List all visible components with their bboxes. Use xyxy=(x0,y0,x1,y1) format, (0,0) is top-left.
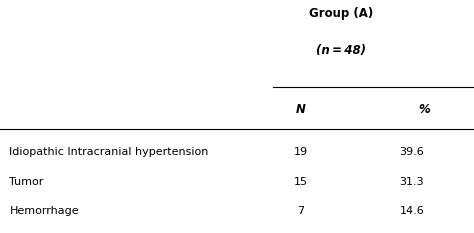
Text: 7: 7 xyxy=(297,206,305,216)
Text: N: N xyxy=(296,103,306,116)
Text: 15: 15 xyxy=(294,177,308,187)
Text: Idiopathic Intracranial hypertension: Idiopathic Intracranial hypertension xyxy=(9,147,209,157)
Text: (n = 48): (n = 48) xyxy=(316,44,366,57)
Text: 14.6: 14.6 xyxy=(400,206,424,216)
Text: Group (A): Group (A) xyxy=(309,7,374,20)
Text: %: % xyxy=(419,103,430,116)
Text: Hemorrhage: Hemorrhage xyxy=(9,206,79,216)
Text: 19: 19 xyxy=(294,147,308,157)
Text: 39.6: 39.6 xyxy=(400,147,424,157)
Text: 31.3: 31.3 xyxy=(400,177,424,187)
Text: Tumor: Tumor xyxy=(9,177,44,187)
